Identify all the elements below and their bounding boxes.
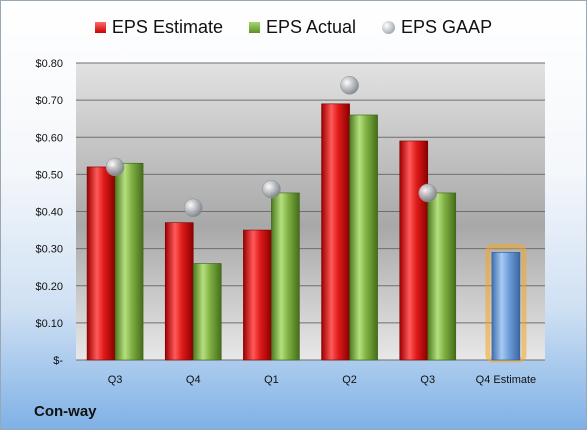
x-tick-label: Q2 [342,374,357,386]
x-tick-label: Q3 [420,374,435,386]
legend-item-eps-actual: EPS Actual [248,17,357,38]
legend: EPS Estimate EPS Actual EPS GAAP [1,17,586,38]
eps-estimate-bar [399,140,429,361]
legend-item-eps-gaap: EPS GAAP [382,17,492,38]
x-tick-label: Q1 [264,374,279,386]
y-tick-label: $0.30 [35,244,63,256]
y-tick-label: $0.70 [35,95,63,107]
legend-swatch-eps-estimate [94,22,106,33]
legend-swatch-eps-actual [248,22,260,33]
x-tick-label: Q4 Estimate [476,374,537,386]
legend-label-eps-estimate: EPS Estimate [111,17,223,37]
bars [86,103,527,363]
eps-actual-bar [271,192,300,361]
eps-actual-bar [349,114,378,361]
eps-gaap-marker [262,179,281,199]
eps-actual-bar [427,192,457,361]
eps-gaap-marker [418,183,437,203]
legend-label-eps-actual: EPS Actual [265,17,357,37]
y-tick-label: $- [53,355,63,367]
eps-actual-bar [192,263,222,361]
x-tick-label: Q4 [186,374,201,386]
y-tick-label: $0.40 [35,207,63,219]
y-tick-label: $0.60 [35,132,63,144]
y-tick-label: $0.10 [35,318,63,330]
eps-gaap-marker [340,76,359,95]
company-name: Con-way [34,403,97,420]
y-tick-label: $0.50 [35,169,63,181]
legend-item-eps-estimate: EPS Estimate [94,17,223,38]
x-axis-tick-labels: Q3 Q4 Q1 Q2 Q3 Q4 Estimate [108,374,536,386]
q4-estimate-bar [491,252,521,361]
eps-estimate-bar [243,229,272,361]
y-axis-tick-labels: $- $0.10 $0.20 $0.30 $0.40 $0.50 $0.60 $0.70 $0.… [35,58,63,367]
y-tick-label: $0.80 [35,58,63,70]
y-tick-label: $0.20 [35,281,63,293]
eps-estimate-bar [164,222,194,361]
x-tick-label: Q3 [108,374,123,386]
gaap-markers [105,76,437,218]
legend-label-eps-gaap: EPS GAAP [401,17,493,37]
eps-estimate-bar [86,166,116,361]
gridlines [76,62,545,361]
legend-swatch-eps-gaap [382,21,396,34]
eps-estimate-bar [321,103,350,361]
eps-gaap-marker [184,198,203,218]
eps-gaap-marker [105,157,125,177]
eps-actual-bar [114,162,144,361]
